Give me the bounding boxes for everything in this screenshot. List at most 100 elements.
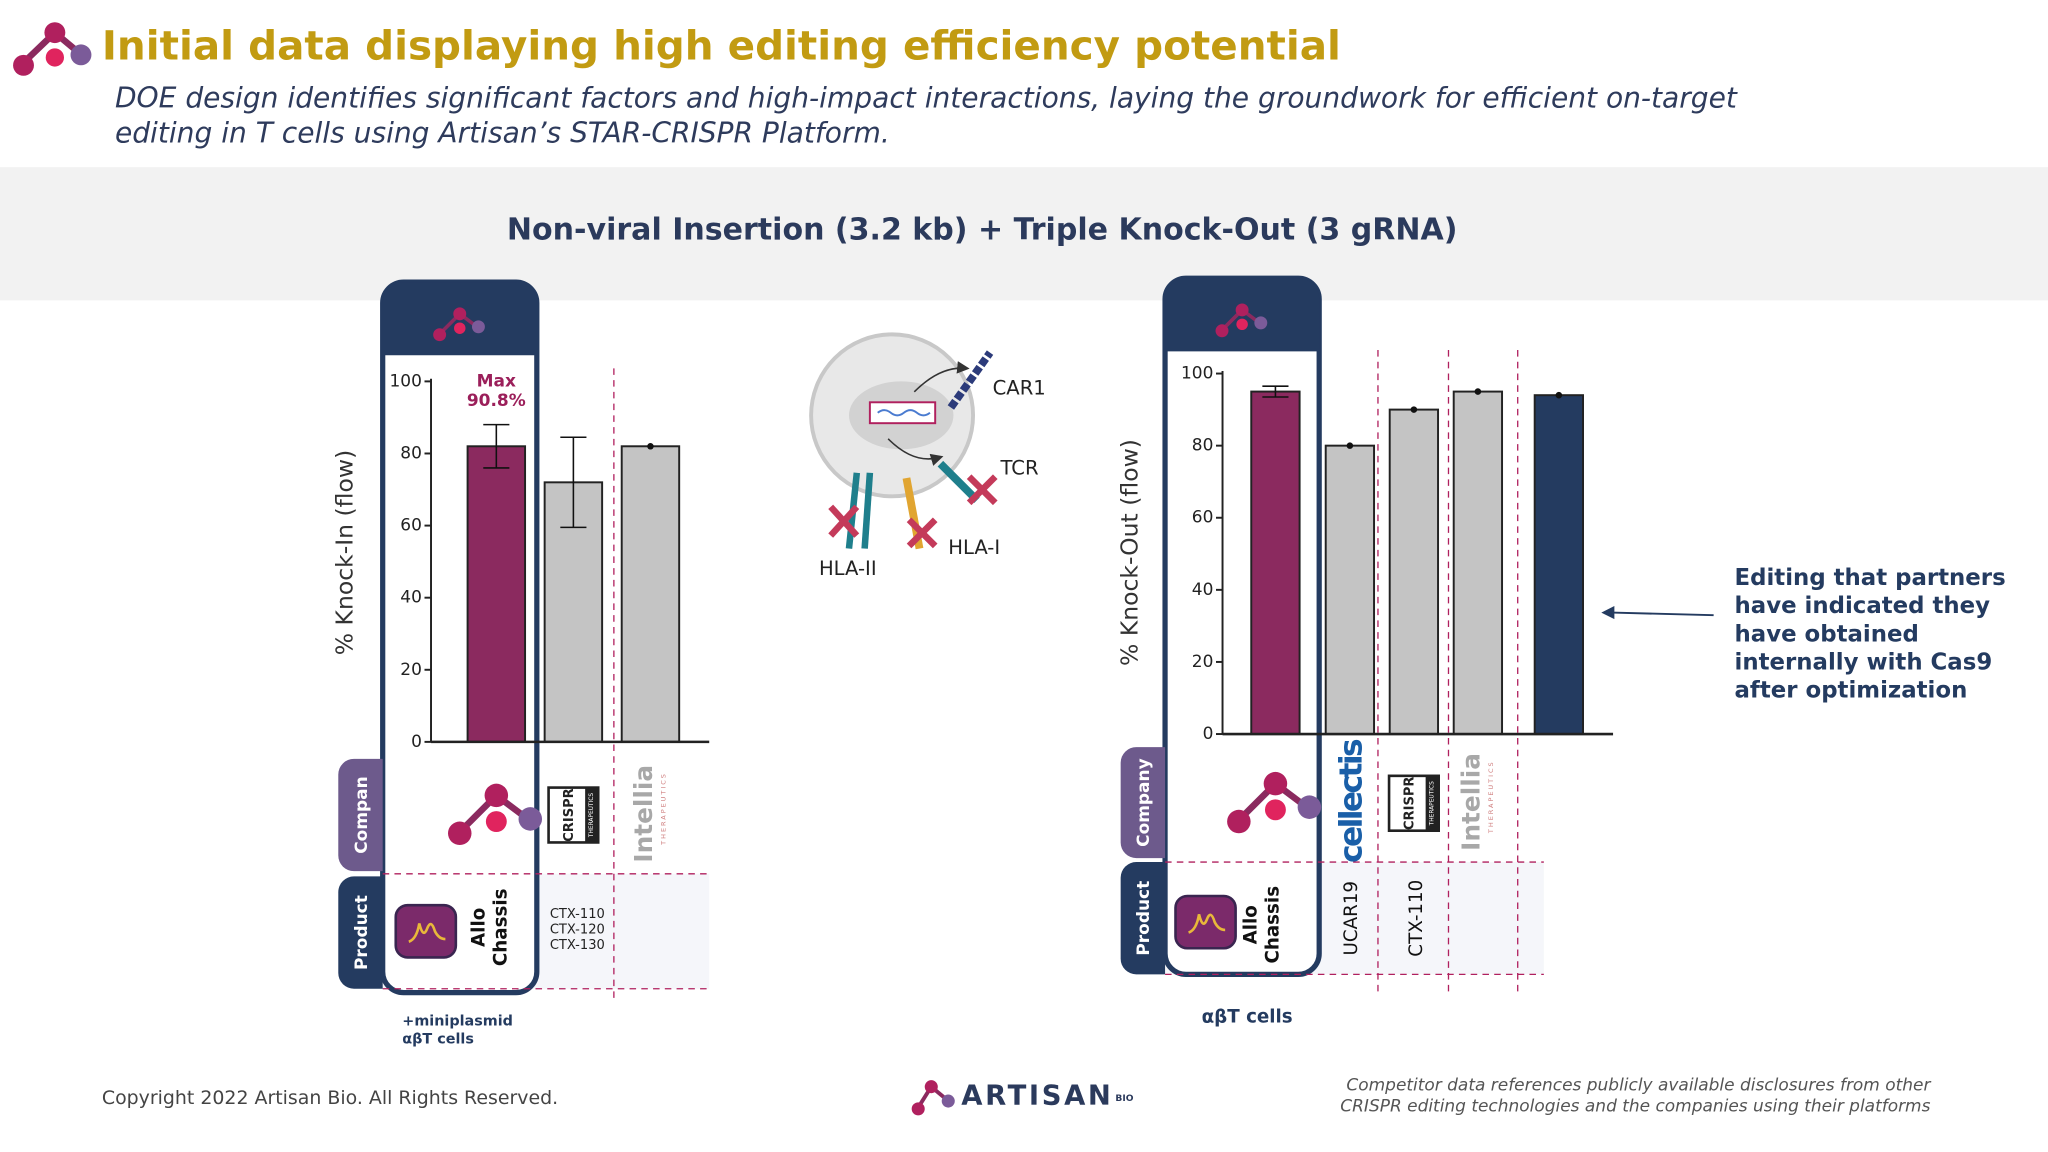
logo-part	[1236, 318, 1248, 331]
title-logo	[13, 22, 92, 76]
error-bar	[483, 423, 510, 469]
logo-box-strip	[585, 787, 599, 843]
cell-diagram	[809, 332, 998, 550]
value-dot	[1555, 391, 1563, 399]
copyright: Copyright 2022 Artisan Bio. All Rights R…	[102, 1087, 558, 1109]
annotation: Max	[477, 371, 516, 391]
product-label: Allo	[468, 908, 489, 947]
bar	[1388, 408, 1440, 736]
row-tab	[338, 758, 383, 872]
y-tick-label: 100	[1181, 364, 1213, 384]
logo-part	[485, 811, 507, 832]
logo-box-strip	[1425, 775, 1439, 831]
title: Initial data displaying high editing eff…	[102, 21, 1341, 69]
y-axis-label: % Knock-In (flow)	[331, 450, 359, 656]
logo-text: THERAPEUTICS	[1430, 781, 1436, 826]
bar	[466, 445, 527, 743]
row-label: Product	[352, 895, 372, 970]
diagram-label: HLA-I	[948, 536, 1000, 559]
disclaimer: CRISPR editing technologies and the comp…	[1340, 1096, 1930, 1116]
value-dot	[1346, 442, 1354, 449]
diagram-label: CAR1	[993, 377, 1046, 400]
logo-part	[453, 307, 467, 321]
row-label: Compan	[352, 776, 372, 853]
logo-part	[1264, 799, 1286, 821]
logo-part	[1227, 809, 1251, 834]
y-axis-label: % Knock-Out (flow)	[1116, 439, 1144, 666]
bar	[620, 445, 681, 743]
logo-part	[1215, 324, 1229, 338]
annotation: 90.8%	[467, 391, 526, 411]
y-tick-label: 60	[400, 516, 422, 536]
brand-suffix: BIO	[1115, 1094, 1133, 1104]
footnote: αβT cells	[1202, 1006, 1293, 1027]
row-label: Company	[1134, 758, 1154, 847]
logo-part	[1235, 303, 1249, 317]
brand: ARTISAN	[961, 1081, 1113, 1112]
y-tick-label: 100	[389, 371, 421, 391]
bar	[1533, 394, 1584, 736]
logo-text: THERAPEUTICS	[589, 793, 595, 838]
chassis-icon-line	[1188, 913, 1226, 934]
logo-part	[518, 807, 543, 831]
value-dot	[1474, 388, 1482, 395]
bar	[1324, 444, 1376, 736]
y-tick-label: 40	[400, 588, 422, 608]
subtitle: editing in T cells using Artisan’s STAR-…	[115, 117, 890, 150]
value-dot	[647, 443, 654, 450]
logo-part	[1297, 795, 1322, 819]
error-bar	[560, 436, 587, 529]
note: after optimization	[1735, 677, 1968, 703]
y-tick-label: 20	[400, 660, 422, 680]
row-tab	[1120, 747, 1166, 859]
logo-text: Intellia	[1457, 753, 1486, 851]
y-tick-label: 80	[1192, 436, 1214, 456]
y-tick-label: 0	[1203, 724, 1214, 744]
y-tick-label: 80	[400, 443, 422, 463]
note: have obtained	[1735, 621, 1919, 647]
error-bar	[1262, 385, 1289, 398]
y-tick-label: 60	[1192, 508, 1214, 528]
section-band	[0, 167, 2048, 301]
logo-text: THERAPEUTICS	[660, 772, 668, 846]
product-label: CTX-120	[550, 922, 605, 937]
row-tab	[1120, 862, 1166, 975]
footer-logo	[911, 1080, 955, 1116]
logo-part	[1263, 771, 1288, 796]
product-label: CTX-110	[1406, 880, 1427, 957]
footnote: +miniplasmid	[402, 1013, 513, 1029]
note-arrow	[1611, 611, 1714, 617]
note: Editing that partners	[1735, 565, 2006, 591]
logo-text: Intellia	[629, 765, 658, 863]
y-tick-label: 20	[1192, 652, 1214, 672]
product-label: Chassis	[1262, 886, 1283, 964]
row-label: Product	[1134, 881, 1154, 956]
logo-part	[471, 320, 485, 334]
row-tab	[338, 876, 383, 989]
logo-text: cellectis	[1333, 739, 1369, 863]
logo-text: THERAPEUTICS	[1487, 760, 1495, 834]
logo-text: CRISPR	[562, 788, 577, 841]
note-arrowhead	[1601, 606, 1615, 620]
logo-part	[454, 322, 466, 334]
y-tick-label: 0	[411, 732, 422, 752]
section-title: Non-viral Insertion (3.2 kb) + Triple Kn…	[507, 213, 1458, 248]
logo-part	[1254, 316, 1268, 330]
bar	[1452, 390, 1504, 736]
logo-text: CRISPR	[1402, 777, 1417, 830]
y-tick-label: 40	[1192, 580, 1214, 600]
logo-part	[448, 821, 472, 846]
footnote: αβT cells	[402, 1032, 474, 1048]
chassis-icon-line	[408, 922, 446, 943]
value-dot	[1410, 406, 1418, 413]
diagram-label: HLA-II	[819, 557, 877, 580]
product-label: Allo	[1240, 905, 1261, 944]
bar	[1250, 390, 1301, 736]
product-label: Chassis	[491, 889, 512, 967]
disclaimer: Competitor data references publicly avai…	[1346, 1075, 1931, 1095]
product-label: UCAR19	[1341, 881, 1362, 956]
diagram-label: TCR	[999, 456, 1038, 479]
subtitle: DOE design identifies significant factor…	[115, 81, 1738, 114]
product-label: CTX-110	[550, 907, 605, 922]
